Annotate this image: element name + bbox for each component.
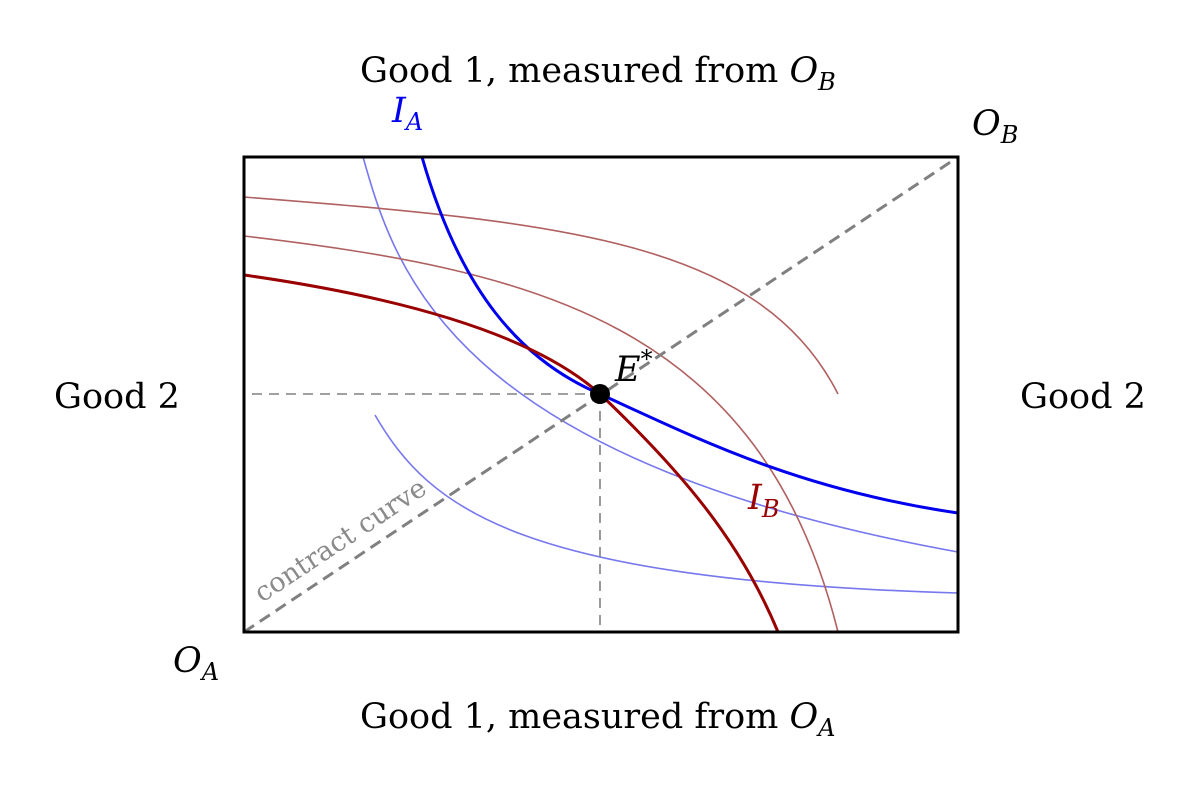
equilibrium-point (590, 384, 610, 404)
ib-light-curve-2 (243, 235, 839, 633)
top-axis-label: Good 1, measured from OB (360, 51, 836, 96)
left-axis-label: Good 2 (54, 377, 180, 417)
origin-a-label: OA (173, 641, 219, 686)
ia-label: IA (391, 91, 423, 136)
contract-curve-label: contract curve (249, 472, 433, 608)
ib-light-curve-1 (243, 196, 839, 395)
ib-label: IB (747, 478, 779, 523)
right-axis-label: Good 2 (1020, 377, 1146, 417)
equilibrium-label: E* (614, 345, 653, 390)
ia-light-curve-2 (374, 414, 959, 594)
bottom-axis-label: Good 1, measured from OA (360, 697, 836, 742)
ia-light-curve-1 (362, 156, 959, 553)
edgeworth-box-frame (242, 155, 960, 634)
origin-b-label: OB (972, 104, 1018, 149)
